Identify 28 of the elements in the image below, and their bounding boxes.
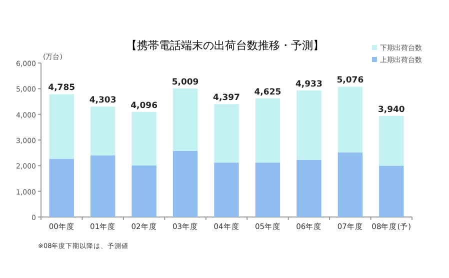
bar [214, 162, 239, 217]
bar [296, 160, 322, 217]
total-label: 3,940 [378, 104, 405, 115]
bar [338, 86, 363, 152]
total-label: 4,096 [130, 100, 158, 111]
chart-title: 【携帯電話端末の出荷台数推移・予測】 [126, 39, 324, 52]
bar [379, 116, 404, 166]
total-label: 4,397 [213, 93, 240, 104]
bar [90, 155, 116, 217]
bar [255, 98, 280, 163]
total-label: 4,625 [254, 87, 282, 98]
bar [132, 165, 156, 217]
bar [90, 106, 116, 156]
total-label: 5,076 [336, 76, 364, 86]
bar [214, 104, 239, 163]
total-label: 4,303 [89, 96, 116, 106]
total-label: 4,785 [48, 83, 76, 94]
total-label: 5,009 [172, 77, 199, 88]
bar [338, 152, 363, 217]
bar [172, 150, 198, 217]
bar [49, 94, 74, 159]
bar [296, 90, 322, 160]
bar [379, 166, 404, 217]
bar [255, 162, 280, 217]
bar [49, 158, 74, 217]
bar [172, 88, 198, 151]
total-label: 4,933 [296, 79, 322, 90]
bar [132, 112, 156, 166]
